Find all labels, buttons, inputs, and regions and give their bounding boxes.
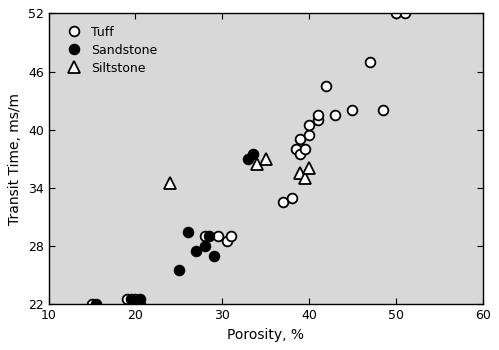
X-axis label: Porosity, %: Porosity, %	[227, 328, 304, 342]
Y-axis label: Transit Time, ms/m: Transit Time, ms/m	[8, 93, 22, 225]
Legend: Tuff, Sandstone, Siltstone: Tuff, Sandstone, Siltstone	[55, 20, 164, 81]
